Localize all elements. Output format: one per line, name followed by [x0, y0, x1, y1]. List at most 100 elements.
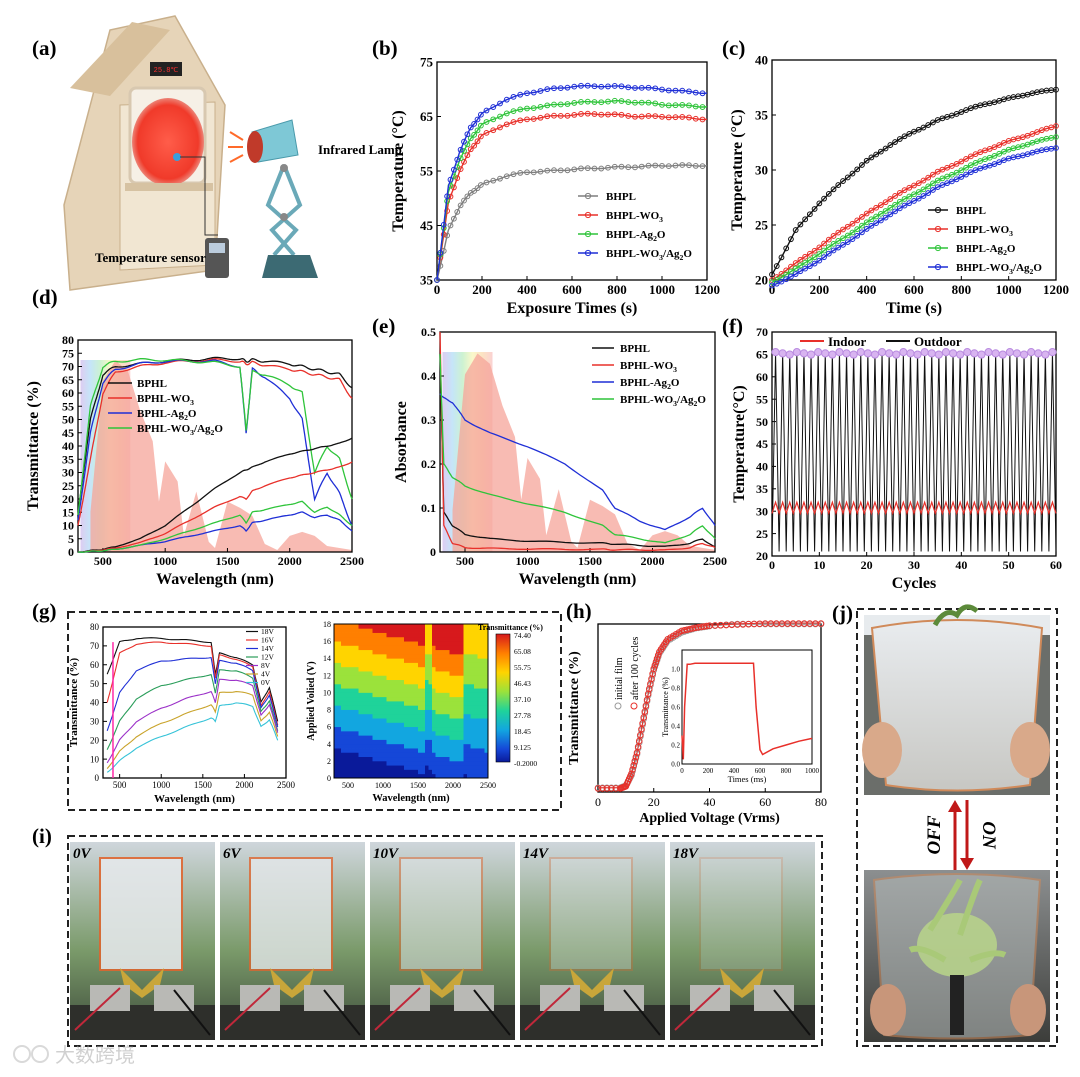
heatmap-cell [421, 752, 426, 758]
x-tick-label: 2000 [235, 780, 254, 790]
series-line-BPHL-WO3 [439, 331, 716, 552]
heatmap-cell [414, 748, 419, 753]
heatmap-cell [467, 666, 471, 672]
data-point [461, 138, 467, 145]
heatmap-cell [442, 662, 447, 668]
heatmap-cell [355, 692, 359, 698]
heatmap-cell [397, 743, 401, 749]
heatmap-cell [379, 769, 384, 775]
heatmap-cell [351, 718, 356, 723]
heatmap-cell [372, 666, 377, 672]
pdlc-film [249, 857, 333, 971]
heatmap-cell [337, 765, 342, 770]
heatmap-cell [470, 718, 475, 723]
data-point [659, 162, 665, 169]
heatmap-cell [411, 636, 415, 642]
heatmap-cell [372, 641, 377, 646]
heatmap-cell [467, 653, 471, 659]
y-tick-label: 45 [756, 437, 768, 451]
heatmap-cell [425, 726, 429, 732]
heatmap-cell [467, 632, 471, 638]
heatmap-cell [474, 679, 478, 685]
data-point [471, 131, 478, 138]
heatmap-cell [474, 709, 478, 715]
heatmap-cell [400, 701, 405, 706]
heatmap-cell [390, 662, 394, 668]
heatmap-cell [467, 675, 471, 681]
heatmap-cell [344, 692, 349, 698]
data-point [692, 115, 699, 122]
heatmap-cell [358, 769, 363, 775]
heatmap-cell [362, 730, 366, 736]
data-point [679, 162, 686, 168]
data-point [557, 167, 564, 174]
heatmap-cell [463, 641, 468, 646]
heatmap-cell [365, 709, 370, 715]
heatmap-cell [446, 628, 450, 633]
heatmap-cell [362, 752, 366, 758]
heatmap-cell [439, 649, 443, 655]
peak-marker [1005, 348, 1014, 357]
heatmap-cell [351, 726, 356, 732]
heatmap-cell [348, 675, 352, 681]
heatmap-cell [369, 675, 373, 681]
data-point [958, 167, 965, 174]
heatmap-cell [341, 769, 345, 775]
heatmap-cell [446, 760, 450, 766]
heatmap-cell [407, 688, 412, 693]
heatmap-cell [449, 701, 454, 706]
heatmap-cell [397, 709, 401, 715]
heatmap-cell [365, 653, 370, 659]
heatmap-cell [481, 688, 485, 693]
series-line-BPHL (off) [78, 437, 353, 553]
heatmap-cell [348, 658, 352, 663]
heatmap-cell [477, 679, 482, 685]
heatmap-cell [386, 722, 391, 728]
heatmap-cell [379, 718, 384, 723]
heatmap-cell [404, 675, 408, 681]
data-point [934, 177, 941, 184]
peak-marker [998, 350, 1007, 359]
heatmap-cell [358, 739, 363, 745]
heatmap-cell [470, 679, 475, 685]
heatmap-cell [484, 760, 489, 766]
heatmap-cell [463, 752, 468, 758]
heatmap-cell [456, 760, 461, 766]
heatmap-cell [449, 636, 454, 642]
heatmap-cell [432, 713, 436, 719]
heatmap-cell [425, 743, 429, 749]
heatmap-cell [379, 735, 384, 740]
heatmap-cell [341, 756, 345, 762]
data-point [450, 166, 457, 173]
heatmap-cell [341, 653, 345, 659]
x-tick-label: 600 [562, 282, 582, 297]
heatmap-cell [390, 705, 394, 710]
heatmap-cell [404, 679, 408, 685]
heatmap-cell [379, 713, 384, 719]
heatmap-cell [411, 765, 415, 770]
heatmap-cell [456, 705, 461, 710]
heatmap-cell [372, 705, 377, 710]
heatmap-cell [456, 713, 461, 719]
heatmap-cell [439, 718, 443, 723]
data-point [483, 119, 490, 125]
data-point [863, 226, 870, 232]
heatmap-cell [453, 645, 457, 651]
heatmap-cell [421, 735, 426, 740]
data-point [825, 244, 832, 251]
heatmap-cell [414, 769, 419, 775]
legend-label: 14V [261, 644, 275, 653]
heatmap-cell [474, 671, 478, 676]
data-point [892, 208, 898, 215]
legend-text-part: BHPL-WO [956, 262, 1010, 274]
heatmap-cell [453, 692, 457, 698]
data-point [963, 171, 969, 178]
heatmap-cell [337, 743, 342, 749]
data-point [483, 107, 490, 114]
data-point [564, 167, 571, 174]
heatmap-cell [460, 679, 464, 685]
heatmap-cell [400, 632, 405, 638]
heatmap-cell [456, 679, 461, 685]
legend-text-part: O [188, 408, 197, 420]
heatmap-cell [425, 739, 429, 745]
